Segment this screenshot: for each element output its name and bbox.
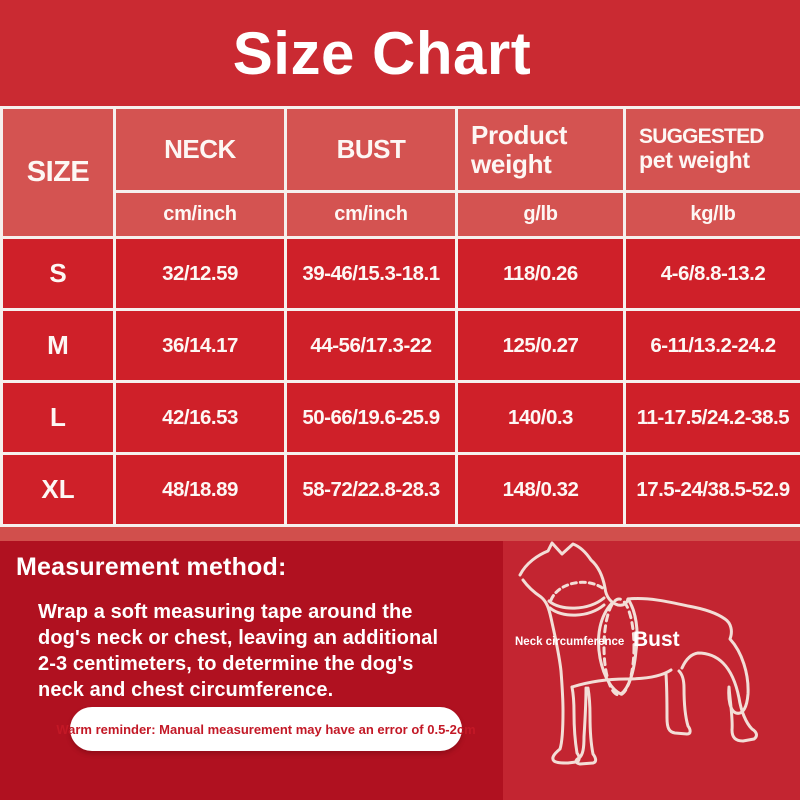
cell-size: L <box>0 380 116 455</box>
col-header-product-weight: Product weight <box>455 106 626 193</box>
unit-pet-weight: kg/lb <box>623 190 800 239</box>
cell-neck: 36/14.17 <box>113 308 287 383</box>
neck-circumference-label: Neck circumference <box>515 636 624 648</box>
unit-product-weight: g/lb <box>455 190 626 239</box>
pet-weight-line1: SUGGESTED <box>639 124 764 148</box>
cell-neck: 32/12.59 <box>113 236 287 311</box>
col-header-bust: BUST <box>284 106 458 193</box>
warm-reminder-pill: Warm reminder: Manual measurement may ha… <box>56 707 476 751</box>
cell-pet-weight: 11-17.5/24.2-38.5 <box>623 380 800 455</box>
cell-product-weight: 148/0.32 <box>455 452 626 527</box>
dog-chest-front-leg <box>521 578 581 765</box>
cell-bust: 58-72/22.8-28.3 <box>284 452 458 527</box>
cell-size: XL <box>0 452 116 527</box>
size-table: SIZE NECK BUST Product weight SUGGESTED … <box>0 106 800 527</box>
page-title: Size Chart <box>232 19 532 87</box>
cell-pet-weight: 4-6/8.8-13.2 <box>623 236 800 311</box>
dog-outline-svg: Neck circumference Bust <box>515 541 758 766</box>
instruction-line: dog's neck or chest, leaving an addition… <box>38 627 439 649</box>
table-row-s: S 32/12.59 39-46/15.3-18.1 118/0.26 4-6/… <box>0 236 800 311</box>
product-weight-line1: Product <box>471 120 568 151</box>
cell-neck: 48/18.89 <box>113 452 287 527</box>
dog-far-hind-leg <box>664 669 692 736</box>
cell-pet-weight: 17.5-24/38.5-52.9 <box>623 452 800 527</box>
dog-body-outline <box>518 541 758 743</box>
measurement-heading: Measurement method: <box>16 553 287 581</box>
measurement-section: Measurement method: Wrap a soft measurin… <box>0 541 800 800</box>
instruction-line: 2-3 centimeters, to determine the dog's <box>38 653 414 675</box>
table-row-xl: XL 48/18.89 58-72/22.8-28.3 148/0.32 17.… <box>0 452 800 527</box>
cell-size: S <box>0 236 116 311</box>
cell-pet-weight: 6-11/13.2-24.2 <box>623 308 800 383</box>
cell-size: M <box>0 308 116 383</box>
table-row-l: L 42/16.53 50-66/19.6-25.9 140/0.3 11-17… <box>0 380 800 455</box>
dog-measurement-diagram: Neck circumference Bust <box>500 541 800 784</box>
collar-band-bottom <box>548 603 606 617</box>
measurement-instructions: Wrap a soft measuring tape around the do… <box>38 599 438 703</box>
instruction-line: Wrap a soft measuring tape around the <box>38 601 413 623</box>
measurement-panel: Measurement method: Wrap a soft measurin… <box>0 541 503 800</box>
col-header-pet-weight: SUGGESTED pet weight <box>623 106 800 193</box>
dog-belly-line <box>570 668 673 689</box>
cell-product-weight: 140/0.3 <box>455 380 626 455</box>
table-row-m: M 36/14.17 44-56/17.3-22 125/0.27 6-11/1… <box>0 308 800 383</box>
table-units-row: cm/inch cm/inch g/lb kg/lb <box>2 190 800 239</box>
col-header-size: SIZE <box>0 106 116 239</box>
cell-product-weight: 125/0.27 <box>455 308 626 383</box>
title-bar: Size Chart <box>0 0 800 106</box>
unit-neck: cm/inch <box>113 190 287 239</box>
cell-bust: 50-66/19.6-25.9 <box>284 380 458 455</box>
neck-measure-line <box>549 580 606 602</box>
collar-band-top <box>547 596 606 610</box>
cell-bust: 39-46/15.3-18.1 <box>284 236 458 311</box>
unit-bust: cm/inch <box>284 190 458 239</box>
bust-measure-line <box>602 597 636 697</box>
dog-far-front-leg <box>574 686 598 766</box>
instruction-line: neck and chest circumference. <box>38 679 334 701</box>
harness-strap-front <box>597 601 623 696</box>
col-header-neck: NECK <box>113 106 287 193</box>
bust-label: Bust <box>633 628 680 651</box>
table-header-row: SIZE NECK BUST Product weight SUGGESTED … <box>0 106 800 239</box>
product-weight-line2: weight <box>471 148 552 179</box>
cell-bust: 44-56/17.3-22 <box>284 308 458 383</box>
cell-neck: 42/16.53 <box>113 380 287 455</box>
cell-product-weight: 118/0.26 <box>455 236 626 311</box>
divider-strip <box>0 527 800 541</box>
pet-weight-line2: pet weight <box>639 147 750 174</box>
